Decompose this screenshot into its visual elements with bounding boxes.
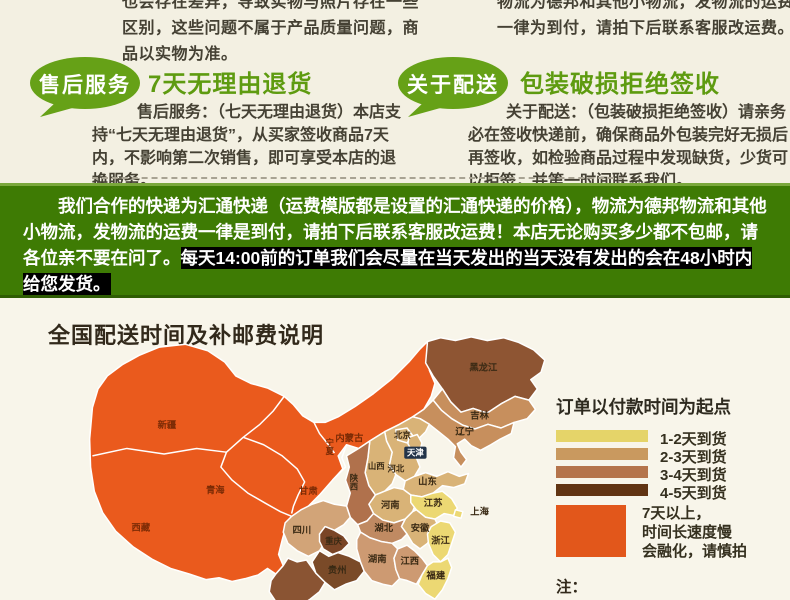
province-label-henan: 河南 <box>381 499 400 510</box>
legend-label-4-5: 4-5天到货 <box>660 485 727 502</box>
legend-swatch-4-5 <box>556 484 648 496</box>
province-label-neimenggu: 内蒙古 <box>335 432 364 443</box>
border-qinghai-gansu <box>242 436 306 514</box>
province-label-shanghai: 上海 <box>470 505 489 516</box>
province-label-jiangsu: 江苏 <box>424 497 443 508</box>
province-label-ningxia: 宁夏 <box>325 438 335 456</box>
legend-7plus-line3: 会融化，请慎拍 <box>642 543 748 560</box>
legend-swatch-7plus <box>556 505 626 557</box>
banner-normal-text: 我们合作的快递为汇通快递（运费模版都是设置的汇通快递的价格），物流为德邦物流和其… <box>23 196 767 268</box>
province-label-jiangxi: 江西 <box>401 555 420 566</box>
legend-swatch-3-4 <box>556 466 648 478</box>
region-jiangxi <box>393 544 429 585</box>
delivery-badge: 关于配送 <box>396 56 518 118</box>
region-liaoning <box>411 399 515 468</box>
province-label-zhejiang: 浙江 <box>431 534 450 545</box>
province-label-hunan: 湖南 <box>368 553 387 564</box>
border-xinjiang-east <box>225 395 285 453</box>
border-qinghai-tibet <box>220 451 292 518</box>
province-label-chongqing: 重庆 <box>325 536 342 546</box>
china-map: 新疆 西藏 青海 甘肃 宁夏 内蒙古 黑龙江 吉林 辽宁 北京 天津 河北 山西… <box>88 336 546 600</box>
province-label-hebei: 河北 <box>387 464 404 474</box>
province-label-hubei: 湖北 <box>374 522 393 533</box>
legend-label-7plus: 7天以上， 时间长速度慢 会融化，请慎拍 <box>642 504 747 561</box>
service-heading: 7天无理由退货 <box>148 71 313 98</box>
province-label-fujian: 福建 <box>426 570 446 581</box>
province-label-jilin: 吉林 <box>470 410 489 421</box>
region-guizhou <box>311 550 365 591</box>
shipping-banner: 我们合作的快递为汇通快递（运费模版都是设置的汇通快递的价格），物流为德邦物流和其… <box>0 183 790 298</box>
province-label-liaoning: 辽宁 <box>455 426 474 437</box>
freight-notice-text: 物流为德邦和其他小物流，发物流的运费一律为到付，请拍下后联系客服改运费。 <box>497 0 790 37</box>
region-zhejiang <box>426 520 457 563</box>
province-label-xizang: 西藏 <box>132 521 151 532</box>
speech-bubble-icon <box>30 57 140 117</box>
map-note-label: 注： <box>556 579 588 596</box>
service-badge: 售后服务 <box>28 56 150 118</box>
speech-bubble-icon <box>398 57 508 117</box>
legend-label-1-2: 1-2天到货 <box>660 431 727 448</box>
shipping-banner-text: 我们合作的快递为汇通快递（运费模版都是设置的汇通快递的价格），物流为德邦物流和其… <box>23 193 768 297</box>
province-label-qinghai: 青海 <box>206 484 225 495</box>
legend-label-2-3: 2-3天到货 <box>660 449 727 466</box>
province-label-shandong: 山东 <box>418 476 437 487</box>
legend-swatch-1-2 <box>556 430 648 442</box>
legend-title: 订单以付款时间为起点 <box>556 397 731 417</box>
legend-7plus-line2: 时间长速度慢 <box>642 524 733 541</box>
notices-section: 也会存在差异，导致实物与照片存在一些区别，这些问题不属于产品质量问题，商品以实物… <box>0 0 790 190</box>
delivery-badge-label: 关于配送 <box>407 74 499 97</box>
quality-notice-text: 也会存在差异，导致实物与照片存在一些区别，这些问题不属于产品质量问题，商品以实物… <box>122 0 420 63</box>
province-label-beijing: 北京 <box>394 430 411 440</box>
province-label-xinjiang: 新疆 <box>158 419 177 430</box>
service-badge-label: 售后服务 <box>39 74 131 97</box>
province-label-sichuan: 四川 <box>293 525 312 535</box>
region-shanghai <box>452 509 464 519</box>
tianjin-label-box <box>404 446 427 459</box>
legend-label-3-4: 3-4天到货 <box>660 467 727 484</box>
province-label-shaanxi: 陕西 <box>349 473 359 491</box>
delivery-map-section: 全国配送时间及补邮费说明 新疆 西藏 <box>0 298 790 600</box>
region-fujian <box>417 557 453 600</box>
delivery-heading: 包装破损拒绝签收 <box>520 71 720 98</box>
delivery-body-text: 关于配送：（包装破损拒绝签收）请亲务必在签收快递前，确保商品外包装完好无损后再签… <box>468 104 789 190</box>
province-label-shanxi: 山西 <box>368 461 385 471</box>
dashed-divider <box>92 177 624 179</box>
region-hunan <box>356 531 401 587</box>
service-body-text: 售后服务：（七天无理由退货）本店支持“七天无理由退货”，从买家签收商品7天内，不… <box>92 104 402 190</box>
province-label-guizhou: 贵州 <box>328 564 347 575</box>
region-yunnan <box>268 557 326 600</box>
province-label-heilongjiang: 黑龙江 <box>469 361 498 372</box>
province-label-anhui: 安徽 <box>411 522 430 533</box>
border-xinjiang-tibet <box>92 447 227 457</box>
province-label-gansu: 甘肃 <box>299 485 318 496</box>
border-gansu-neimenggu <box>313 422 336 454</box>
border-ningxia <box>332 444 348 481</box>
province-label-tianjin: 天津 <box>407 447 424 457</box>
legend-swatch-2-3 <box>556 448 648 460</box>
legend-7plus-line1: 7天以上， <box>642 505 711 522</box>
